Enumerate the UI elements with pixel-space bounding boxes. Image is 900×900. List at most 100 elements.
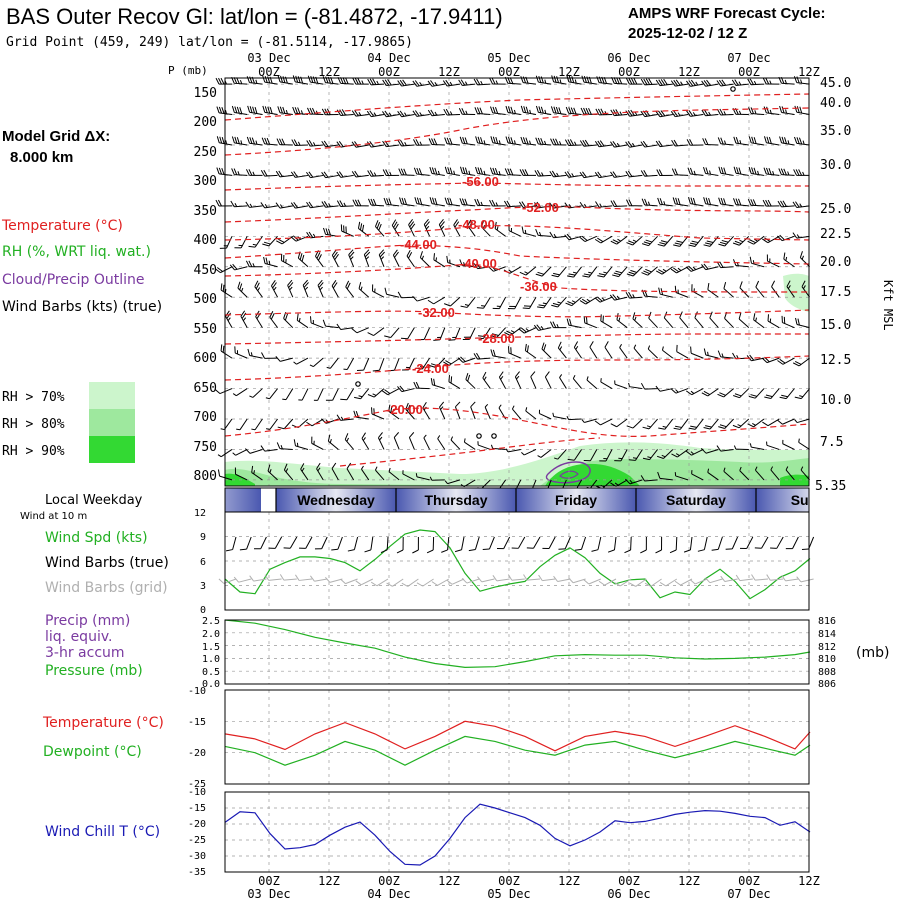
barb-flag [749,354,755,361]
barb-half-flag [265,397,270,400]
wind-barb [459,259,476,268]
barb-half-flag [524,229,527,234]
barb-flag [479,167,483,175]
barb-half-flag [441,225,445,230]
wind-barb [522,296,537,309]
wind-barb [794,388,810,400]
barb-flag [430,80,435,87]
barb-half-flag [801,255,805,260]
pressure-tick: 806 [818,679,836,690]
wind-barb [317,279,324,298]
barb-flag [690,197,694,205]
wind-barb [266,418,279,430]
barb-half-flag [753,80,757,85]
barb-flag [579,236,586,242]
barb-flag [632,312,636,319]
wind-barb [220,344,233,359]
wind-barb [397,291,415,299]
barb-half-flag [628,382,631,387]
barb-flag [610,171,615,178]
barb-flag [372,198,377,206]
wind-barb [354,388,370,400]
wind-barb [781,315,795,329]
barb-flag [567,300,574,305]
barb-flag [626,199,630,206]
barb-flag [448,339,456,341]
weekday-label: Sunday [791,492,842,508]
barb-flag [397,386,403,392]
barb-half-flag [301,467,305,472]
wind-barb [573,341,583,359]
wind-barb [642,449,658,461]
barb-flag [506,330,513,335]
barb-half-flag [784,79,787,84]
barb-half-flag [614,380,616,385]
bottom-date-label: 03 Dec [247,887,290,900]
barb-flag [610,200,615,207]
barb-half-flag [542,302,547,305]
barb-flag [491,77,496,85]
barb-shaft [422,578,434,587]
barb-flag [351,141,357,148]
precip-legend: Precip (mm) [45,613,130,629]
wind-barb [231,105,248,116]
barb-flag [670,110,676,117]
wind-barb [688,236,704,247]
barb-flag [658,140,663,147]
wind-barb [566,415,582,421]
barb-shaft [604,578,617,586]
barb-flag [233,168,238,175]
barb-flag [247,348,251,356]
barb-flag [308,139,314,147]
barb-shaft [724,317,734,329]
barb-flag [372,369,380,372]
top-time-axis: 03 Dec 04 Dec 05 Dec 06 Dec 07 Dec 00Z 1… [247,51,820,79]
barb-flag [721,239,729,243]
rh90-swatch [89,436,135,463]
barb-shaft [597,536,602,550]
barb-flag [688,110,694,117]
barb-shaft [264,448,278,452]
barb-flag [782,200,787,207]
barb-flag [672,267,680,273]
barb-flag [686,80,691,87]
barb-flag [738,167,742,175]
barb-flag [628,291,633,299]
barb-shaft [253,578,267,582]
barb-flag [283,463,288,471]
wind-barb [794,418,810,424]
wind-barb [287,279,294,298]
barb-flag [674,168,678,176]
accum-legend: 3-hr accum [45,645,125,661]
barb-half-flag [674,472,677,476]
barb-half-flag [581,419,585,423]
barb-shaft [337,536,343,550]
barb-flag [685,450,692,456]
barb-half-flag [525,407,528,412]
barb-half-flag [419,81,423,86]
temperature-panel-legend: Temperature (°C) [42,715,164,731]
barb-flag [263,256,266,264]
barb-flag [781,136,785,144]
barb-flag [689,242,697,245]
surface-wind-barb-grid [735,574,753,582]
barb-shaft [800,469,810,481]
wind-speed-line [224,529,811,600]
barb-flag [796,137,800,144]
barb-flag [384,110,390,117]
barb-flag [537,271,545,275]
barb-shaft [283,418,294,430]
barb-half-flag [343,202,347,207]
wind-barb [520,105,537,116]
barb-flag [694,311,698,318]
barb-flag [566,233,572,240]
barb-flag [659,582,667,587]
temperature-contour [224,206,810,223]
wind-barb [307,75,324,85]
barb-flag [492,575,498,582]
barb-flag [595,108,600,116]
wind-barb [371,407,385,420]
wind-barb [753,313,765,329]
wind-barb [504,327,522,336]
grid-spacing-value: 8.000 km [10,149,73,166]
